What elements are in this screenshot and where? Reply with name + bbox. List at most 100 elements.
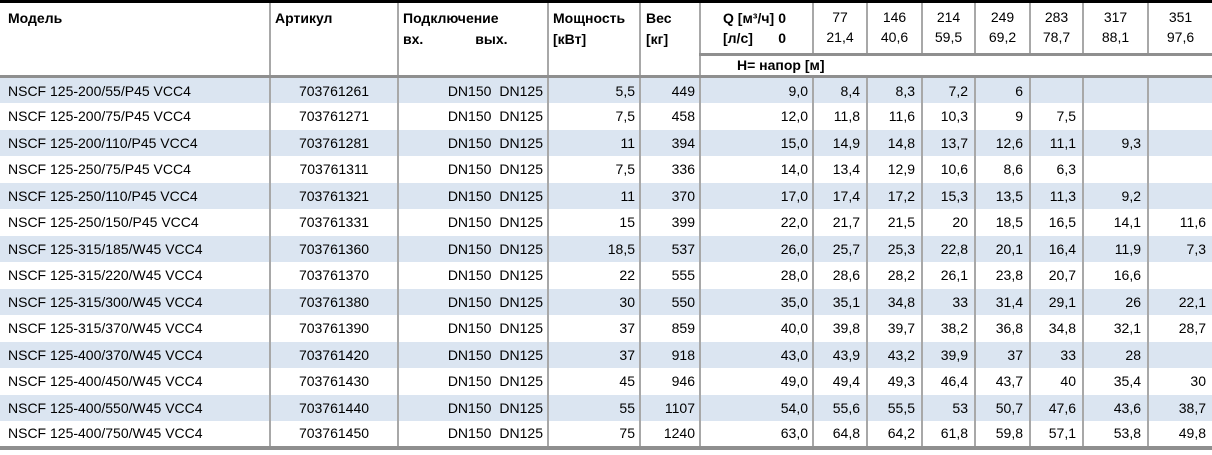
cell-head-q0: 14,0 bbox=[699, 156, 813, 183]
cell-head-q2: 25,3 bbox=[866, 235, 922, 262]
cell-head-q5: 6,3 bbox=[1029, 156, 1083, 183]
column-header-flow-6: 317 88,1 bbox=[1082, 1, 1148, 56]
cell-head-q2: 8,3 bbox=[866, 76, 922, 103]
cell-head-q0: 26,0 bbox=[699, 235, 813, 262]
cell-head-q5: 16,4 bbox=[1029, 235, 1083, 262]
table-header: Модель Артикул Подключение вх. вых. Мощн… bbox=[0, 1, 1212, 78]
cell-head-q7 bbox=[1147, 262, 1212, 289]
column-header-model-label: Модель bbox=[8, 10, 63, 26]
table-row: NSCF 125-400/550/W45 VCC4 703761440 DN150 D… bbox=[0, 394, 1212, 421]
cell-head-q2: 64,2 bbox=[866, 421, 922, 448]
cell-connection: DN150 DN125 bbox=[397, 288, 548, 315]
cell-power: 22 bbox=[547, 262, 640, 289]
cell-connection: DN150 DN125 bbox=[397, 103, 548, 130]
cell-head-q7: 7,3 bbox=[1147, 235, 1212, 262]
cell-head-q3: 33 bbox=[921, 288, 975, 315]
cell-head-q1: 39,8 bbox=[812, 315, 867, 342]
table-row: NSCF 125-250/110/P45 VCC4 703761321 DN150 D… bbox=[0, 182, 1212, 209]
flow-ls-value: 40,6 bbox=[880, 29, 909, 45]
cell-weight: 449 bbox=[639, 76, 700, 103]
column-header-flow-1: 77 21,4 bbox=[812, 1, 867, 56]
column-header-power-label: Мощность bbox=[553, 10, 626, 26]
table-row: NSCF 125-250/75/P45 VCC4 703761311 DN150 DN… bbox=[0, 156, 1212, 183]
cell-connection: DN150 DN125 bbox=[397, 421, 548, 448]
cell-article: 703761311 bbox=[269, 156, 398, 183]
cell-connection: DN150 DN125 bbox=[397, 156, 548, 183]
table-row: NSCF 125-315/370/W45 VCC4 703761390 DN150 D… bbox=[0, 315, 1212, 342]
flow-m3h-value: 214 bbox=[936, 9, 961, 25]
cell-model: NSCF 125-200/75/P45 VCC4 bbox=[8, 108, 191, 125]
cell-connection: DN150 DN125 bbox=[397, 209, 548, 236]
cell-model: NSCF 125-200/55/P45 VCC4 bbox=[8, 82, 191, 99]
column-header-article: Артикул bbox=[269, 1, 398, 78]
cell-article: 703761390 bbox=[269, 315, 398, 342]
dn-inlet-value: DN150 bbox=[447, 346, 492, 363]
dn-outlet-value: DN125 bbox=[499, 134, 543, 151]
cell-power: 15 bbox=[547, 209, 640, 236]
cell-article: 703761370 bbox=[269, 262, 398, 289]
cell-head-q7: 11,6 bbox=[1147, 209, 1212, 236]
cell-article: 703761360 bbox=[269, 235, 398, 262]
dn-inlet-value: DN150 bbox=[447, 108, 492, 125]
cell-head-q3: 10,6 bbox=[921, 156, 975, 183]
cell-head-q2: 39,7 bbox=[866, 315, 922, 342]
cell-article: 703761440 bbox=[269, 394, 398, 421]
cell-connection: DN150 DN125 bbox=[397, 394, 548, 421]
cell-head-q1: 17,4 bbox=[812, 182, 867, 209]
flow-ls-value: 97,6 bbox=[1166, 29, 1195, 45]
cell-model: NSCF 125-250/150/P45 VCC4 bbox=[8, 214, 199, 231]
cell-head-q1: 25,7 bbox=[812, 235, 867, 262]
cell-weight: 1240 bbox=[639, 421, 700, 448]
table-row: NSCF 125-200/55/P45 VCC4 703761261 DN150 DN… bbox=[0, 76, 1212, 103]
cell-head-q7: 30 bbox=[1147, 368, 1212, 395]
cell-head-q1: 21,7 bbox=[812, 209, 867, 236]
cell-head-q2: 11,6 bbox=[866, 103, 922, 130]
dn-inlet-value: DN150 bbox=[447, 320, 492, 337]
cell-model: NSCF 125-315/370/W45 VCC4 bbox=[8, 320, 203, 337]
cell-connection: DN150 DN125 bbox=[397, 76, 548, 103]
cell-power: 75 bbox=[547, 421, 640, 448]
cell-head-q7 bbox=[1147, 103, 1212, 130]
dn-inlet-value: DN150 bbox=[447, 425, 492, 442]
cell-head-q3: 61,8 bbox=[921, 421, 975, 448]
cell-head-q3: 7,2 bbox=[921, 76, 975, 103]
cell-head-q1: 14,9 bbox=[812, 129, 867, 156]
cell-head-q4: 31,4 bbox=[974, 288, 1030, 315]
cell-head-q7 bbox=[1147, 341, 1212, 368]
cell-model: NSCF 125-315/220/W45 VCC4 bbox=[8, 267, 203, 284]
cell-head-q6: 16,6 bbox=[1082, 262, 1148, 289]
cell-head-q0: 22,0 bbox=[699, 209, 813, 236]
cell-model: NSCF 125-250/75/P45 VCC4 bbox=[8, 161, 191, 178]
cell-head-q6: 35,4 bbox=[1082, 368, 1148, 395]
dn-inlet-value: DN150 bbox=[447, 134, 492, 151]
cell-connection: DN150 DN125 bbox=[397, 182, 548, 209]
cell-weight: 859 bbox=[639, 315, 700, 342]
cell-model: NSCF 125-200/110/P45 VCC4 bbox=[8, 134, 198, 151]
cell-head-q7: 38,7 bbox=[1147, 394, 1212, 421]
table-row: NSCF 125-315/185/W45 VCC4 703761360 DN150 D… bbox=[0, 235, 1212, 262]
cell-head-q2: 34,8 bbox=[866, 288, 922, 315]
cell-head-q4: 18,5 bbox=[974, 209, 1030, 236]
cell-model: NSCF 125-400/450/W45 VCC4 bbox=[8, 373, 203, 390]
column-header-flow-5: 283 78,7 bbox=[1029, 1, 1083, 56]
cell-head-q4: 6 bbox=[974, 76, 1030, 103]
dn-outlet-value: DN125 bbox=[499, 108, 543, 125]
flow-m3h-value: 146 bbox=[882, 9, 907, 25]
cell-weight: 550 bbox=[639, 288, 700, 315]
cell-head-q1: 28,6 bbox=[812, 262, 867, 289]
cell-power: 7,5 bbox=[547, 156, 640, 183]
cell-head-q5: 11,3 bbox=[1029, 182, 1083, 209]
dn-outlet-value: DN125 bbox=[499, 373, 543, 390]
column-header-connection-label: Подключение bbox=[403, 10, 499, 26]
cell-head-q3: 46,4 bbox=[921, 368, 975, 395]
cell-head-q2: 17,2 bbox=[866, 182, 922, 209]
flow-ls-value: 88,1 bbox=[1101, 29, 1130, 45]
cell-head-q1: 13,4 bbox=[812, 156, 867, 183]
cell-article: 703761331 bbox=[269, 209, 398, 236]
cell-head-q0: 63,0 bbox=[699, 421, 813, 448]
column-header-power-unit: [кВт] bbox=[553, 31, 587, 47]
cell-power: 18,5 bbox=[547, 235, 640, 262]
cell-head-q3: 20 bbox=[921, 209, 975, 236]
cell-head-q1: 11,8 bbox=[812, 103, 867, 130]
cell-head-q2: 21,5 bbox=[866, 209, 922, 236]
